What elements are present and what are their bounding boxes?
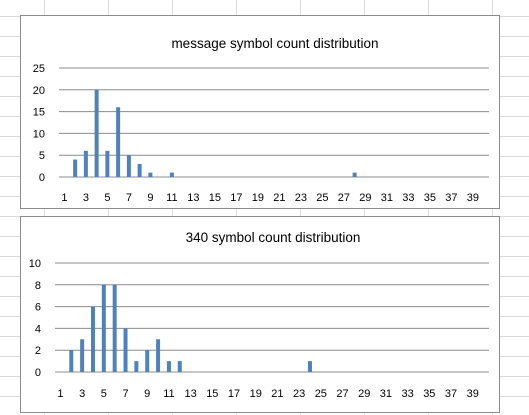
y-tick-label: 10 [33,128,45,140]
x-tick-label: 35 [423,388,435,400]
x-tick-label: 1 [61,192,67,204]
x-tick-label: 25 [316,192,328,204]
x-tick-label: 23 [293,388,305,400]
bar-5 [101,284,106,372]
y-tick-label: 2 [35,345,41,357]
x-tick-label: 37 [445,192,457,204]
x-tick-label: 15 [206,388,218,400]
x-tick-label: 1 [57,388,63,400]
y-tick-label: 20 [33,85,45,97]
y-tick-label: 0 [35,367,41,379]
x-tick-label: 21 [273,192,285,204]
x-tick-label: 31 [381,192,393,204]
bar-6 [116,107,121,177]
x-tick-label: 31 [380,388,392,400]
bar-6 [112,284,117,372]
x-tick-label: 11 [163,388,174,400]
x-tick-label: 7 [126,192,132,204]
x-tick-label: 9 [147,192,153,204]
x-tick-label: 17 [230,192,242,204]
y-tick-label: 15 [33,107,45,119]
bar-7 [126,155,131,177]
y-tick-label: 0 [39,172,45,184]
x-tick-label: 27 [336,388,348,400]
x-tick-label: 3 [79,388,85,400]
bar-8 [137,163,142,177]
x-tick-label: 35 [424,192,436,204]
bar-8 [134,361,139,372]
x-tick-label: 13 [185,388,197,400]
x-tick-label: 9 [144,388,150,400]
x-tick-label: 15 [209,192,221,204]
chart-message-symbol-count: message symbol count distribution0510152… [33,36,489,204]
bar-4 [90,306,95,372]
x-tick-label: 33 [402,388,414,400]
x-tick-label: 23 [295,192,307,204]
x-tick-label: 3 [83,192,89,204]
bar-11 [169,172,174,177]
bar-3 [80,339,85,372]
chart-title: message symbol count distribution [171,36,378,51]
bar-4 [94,89,99,177]
x-tick-label: 13 [187,192,199,204]
x-tick-label: 5 [101,388,107,400]
x-tick-label: 19 [250,388,262,400]
x-tick-label: 21 [271,388,283,400]
chart-panel-message: message symbol count distribution 0 5 10 15 2… [20,15,500,209]
bar-2 [73,159,78,177]
bar-2 [69,350,74,372]
bar-28 [352,172,357,177]
x-tick-label: 29 [358,388,370,400]
x-tick-label: 39 [467,388,479,400]
y-tick-label: 8 [35,280,41,292]
x-tick-label: 19 [252,192,264,204]
bar-9 [148,172,153,177]
x-tick-label: 17 [228,388,240,400]
x-tick-label: 7 [122,388,128,400]
chart-title: 340 symbol count distribution [186,230,361,245]
bar-9 [145,350,150,372]
x-tick-label: 33 [402,192,414,204]
x-tick-label: 27 [338,192,350,204]
bar-24 [307,361,312,372]
y-tick-label: 6 [35,302,41,314]
x-tick-label: 39 [467,192,479,204]
x-tick-label: 25 [315,388,327,400]
chart-panel-340: 340 symbol count distribution 0 2 4 6 8 10 1 3 5 7… [20,216,500,413]
x-tick-label: 37 [445,388,457,400]
bar-5 [105,150,110,177]
bar-10 [156,339,161,372]
y-tick-label: 25 [33,63,45,75]
x-tick-label: 11 [166,192,177,204]
y-tick-label: 5 [39,150,45,162]
bar-3 [83,150,88,177]
x-tick-label: 29 [359,192,371,204]
bar-7 [123,328,128,372]
bar-11 [166,361,171,372]
bar-12 [177,361,182,372]
y-tick-label: 4 [35,323,41,335]
x-tick-label: 5 [104,192,110,204]
y-tick-label: 10 [29,258,41,270]
